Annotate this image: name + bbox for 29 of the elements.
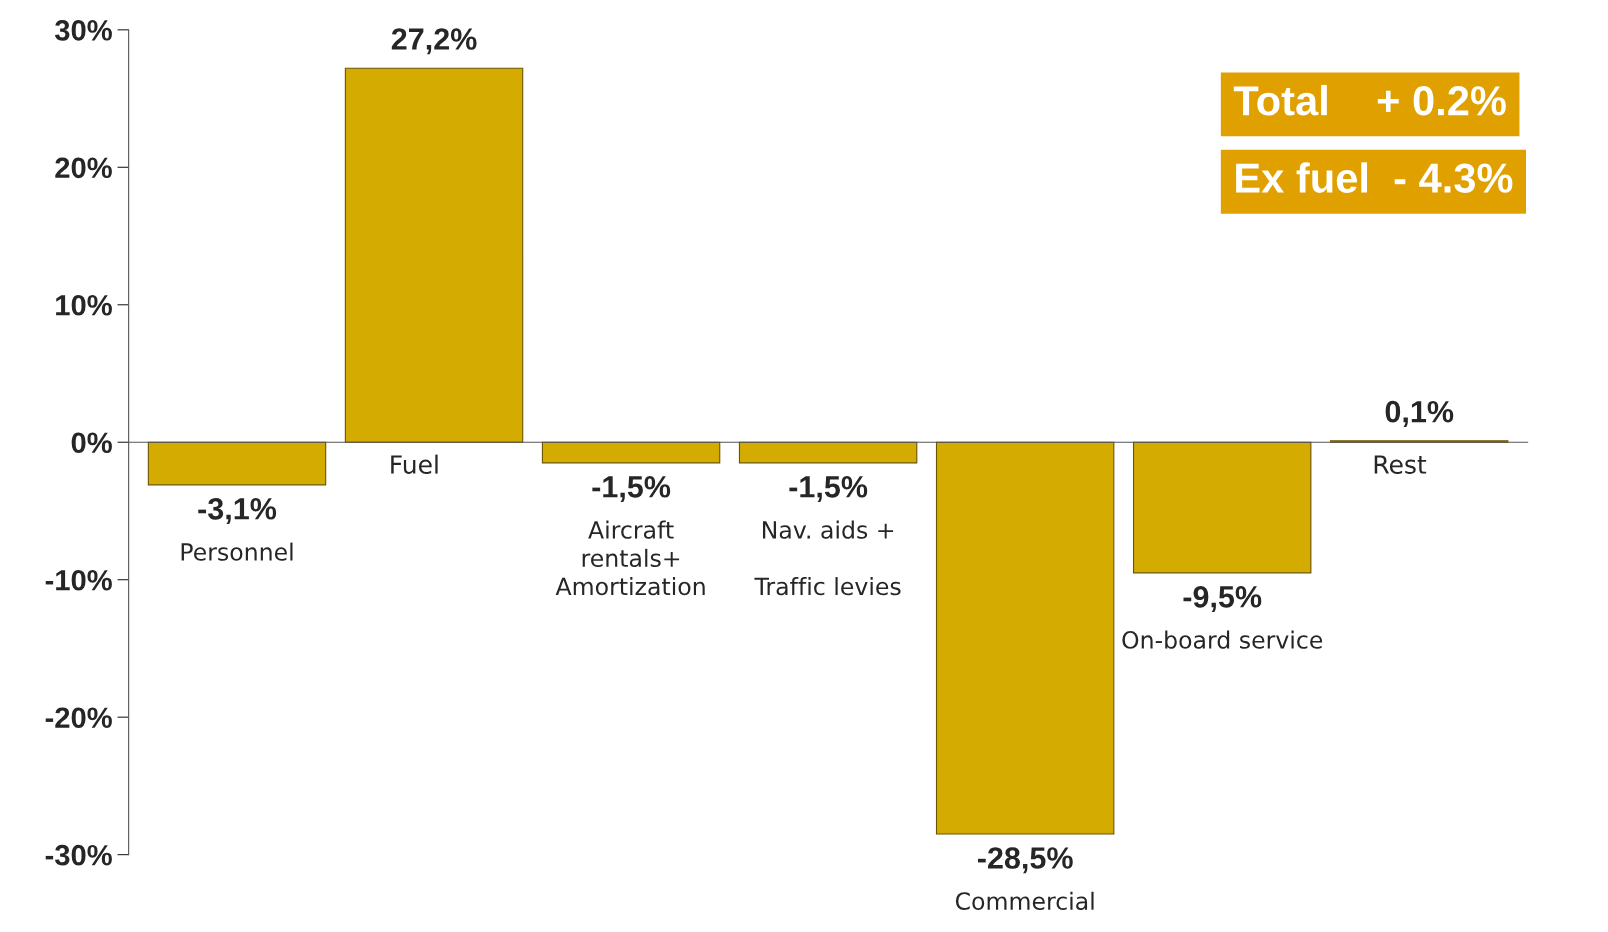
bar [344,67,524,443]
bar [1132,441,1312,574]
bar [738,441,918,464]
bar [541,441,721,464]
data-label: -1,5% [789,476,868,503]
x-tick-label: Personnel [181,542,293,561]
data-label: 0,1% [1385,400,1454,427]
annotation: Total + 0.2% [1233,84,1506,116]
annotation: Ex fuel - 4.3% [1236,162,1513,193]
x-tick-label: Aircraft rentals+ Amortization [555,520,705,596]
bar [935,441,1115,835]
y-tick-label: 10% [56,294,112,316]
y-tick-label: -10% [45,569,112,591]
x-tick-label: On-board service [1122,630,1323,649]
y-tick-label: 0% [71,432,112,454]
x-tick-label: Fuel [391,454,438,474]
data-label: -1,5% [592,476,671,503]
data-label: -3,1% [198,498,277,525]
x-tick-label: Rest [1374,455,1427,474]
y-tick-label: -30% [45,844,112,866]
data-label: -28,5% [977,847,1073,874]
data-label: -9,5% [1183,586,1262,613]
data-label: 27,2% [391,28,477,55]
y-tick-label: 20% [55,157,112,179]
category-label: Nav. aids + Traffic levies [754,520,901,596]
bar [147,441,327,486]
y-tick-label: -20% [45,707,112,729]
x-tick-label: Commercial [955,891,1094,911]
y-tick-label: 30% [54,20,112,41]
